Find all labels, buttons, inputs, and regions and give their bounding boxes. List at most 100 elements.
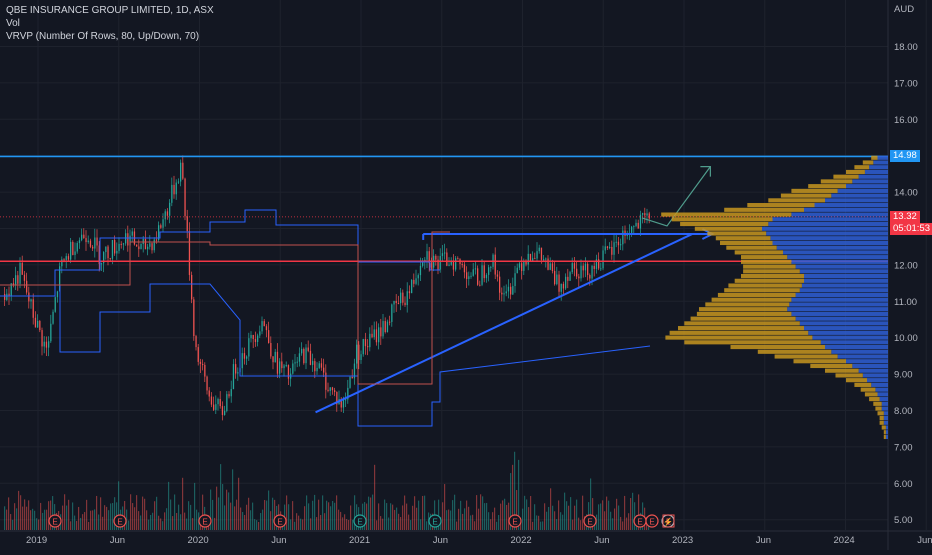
candle-body [615, 241, 617, 243]
time-tick-label: 2023 [672, 535, 693, 546]
vp-row-up [804, 326, 888, 331]
volume-bar [592, 498, 594, 530]
candle-body [516, 267, 518, 274]
candle-body [261, 321, 263, 332]
candle-body [521, 263, 523, 271]
volume-bar [78, 506, 80, 530]
volume-bar [232, 469, 234, 530]
vp-row-down [707, 231, 767, 236]
candle-body [327, 389, 329, 391]
vp-row-up [885, 430, 888, 435]
candle-body [309, 350, 312, 365]
volume-bar [478, 508, 480, 530]
vp-row-down [793, 359, 846, 364]
candle-body [45, 341, 48, 348]
candle-body [446, 252, 448, 266]
candle-body [39, 320, 41, 331]
candle-body [514, 273, 516, 287]
candle-body [369, 333, 371, 348]
volume-bar [168, 481, 170, 530]
volume-bar [184, 512, 186, 530]
candle-body [210, 396, 213, 405]
vp-row-down [696, 311, 792, 316]
candle-body [109, 258, 111, 260]
candle-body [237, 372, 239, 374]
candle-body [103, 252, 105, 264]
candle-body [248, 338, 250, 357]
volume-bar [372, 494, 374, 530]
vp-row-down [678, 326, 804, 331]
volume-bar [354, 495, 356, 530]
volume-bar [222, 484, 224, 530]
volume-bar [502, 500, 504, 530]
candle-body [50, 323, 52, 342]
volume-bar [404, 495, 406, 530]
volume-bar [240, 507, 242, 530]
candle-body [637, 222, 639, 229]
event-markers: E E E E E E E E E E ⚡E [48, 514, 675, 528]
volume-bar [510, 473, 512, 530]
candle-body [171, 184, 173, 203]
vp-row-down [661, 212, 792, 217]
volume-indicator-label[interactable]: Vol [6, 18, 20, 29]
candle-body [226, 394, 228, 411]
volume-bar [86, 499, 88, 530]
candle-body [281, 361, 283, 369]
volume-bar [312, 500, 314, 530]
volume-bar [444, 484, 446, 530]
vp-row-up [799, 269, 888, 274]
volume-bar [42, 512, 44, 530]
vp-row-down [757, 349, 832, 354]
candle-body [191, 274, 193, 300]
candle-body [94, 237, 96, 249]
candle-body [184, 178, 186, 217]
volume-bar [630, 498, 632, 530]
volume-bar [20, 495, 22, 530]
volume-bar [80, 517, 82, 530]
vp-row-down [680, 221, 769, 227]
volume-bar [574, 505, 576, 530]
vrvp-indicator-label[interactable]: VRVP (Number Of Rows, 80, Up/Down, 70) [6, 31, 200, 42]
volume-bar [70, 521, 72, 530]
volume-bar [528, 507, 530, 530]
candle-body [536, 251, 538, 259]
symbol-title[interactable]: QBE INSURANCE GROUP LIMITED, 1D, ASX [6, 5, 214, 16]
candle-body [613, 242, 615, 255]
candle-body [567, 276, 569, 281]
volume-bar [248, 497, 250, 530]
step-lines [0, 209, 651, 427]
volume-bar [318, 499, 320, 530]
candle-body [551, 263, 554, 271]
candle-body [518, 263, 521, 268]
volume-bar [36, 518, 38, 530]
volume-bar [14, 503, 16, 530]
time-tick-label: 2022 [511, 535, 532, 546]
candle-body [422, 262, 424, 266]
candle-body [131, 231, 133, 236]
volume-bar [266, 500, 268, 530]
vp-row-down [854, 382, 872, 387]
chart-legend: QBE INSURANCE GROUP LIMITED, 1D, ASX Vol… [6, 4, 214, 43]
volume-bar [628, 513, 630, 530]
volume-bar [292, 501, 294, 530]
volume-bar [180, 514, 182, 530]
volume-bar [246, 504, 248, 530]
vp-row-up [883, 420, 888, 425]
candle-body [540, 247, 543, 260]
horizontal-levels [0, 155, 888, 263]
volume-bar [88, 521, 90, 530]
volume-bar [382, 518, 384, 530]
vp-row-down [835, 373, 863, 378]
candle-body [188, 231, 191, 275]
volume-bar [454, 494, 456, 530]
candle-body [285, 365, 287, 367]
candle-body [96, 237, 98, 246]
vp-row-up [885, 434, 888, 440]
volume-bar [262, 509, 264, 530]
candle-body [122, 243, 125, 245]
earnings-marker [48, 514, 62, 528]
volume-bar [104, 505, 106, 530]
volume-bar [242, 511, 244, 530]
